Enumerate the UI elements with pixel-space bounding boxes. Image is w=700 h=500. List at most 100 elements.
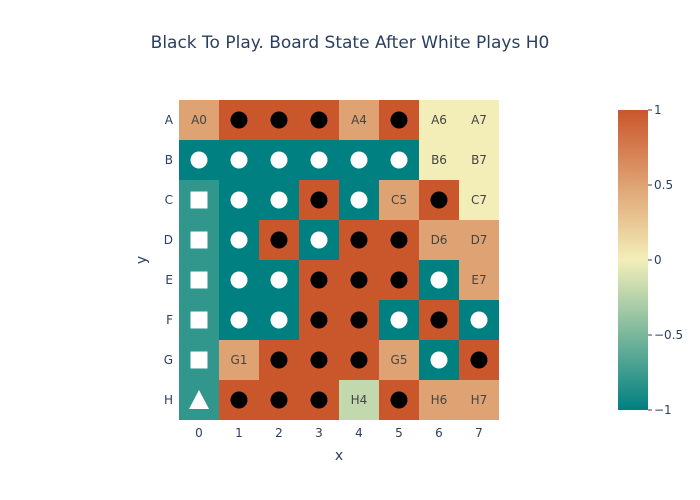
- colorbar-tick-label: 0.5: [654, 178, 673, 192]
- black-stone-E5: [390, 271, 408, 289]
- y-tick-label: E: [165, 273, 173, 287]
- cell-label-B6: B6: [431, 153, 447, 167]
- cell-label-H4: H4: [351, 393, 368, 407]
- cell-H4: [339, 380, 379, 420]
- white-stone-F1: [230, 311, 248, 329]
- y-tick-label: H: [164, 393, 173, 407]
- cell-label-A4: A4: [351, 113, 367, 127]
- cell-B6: [419, 140, 459, 180]
- cell-D6: [419, 220, 459, 260]
- white-stone-F2: [270, 311, 288, 329]
- white-stone-E1: [230, 271, 248, 289]
- y-tick-label: D: [164, 233, 173, 247]
- cell-H6: [419, 380, 459, 420]
- cell-label-A6: A6: [431, 113, 447, 127]
- white-stone-E2: [270, 271, 288, 289]
- white-square-marker-F0: [190, 311, 208, 329]
- black-stone-F3: [310, 311, 328, 329]
- cell-A6: [419, 100, 459, 140]
- cell-label-C5: C5: [391, 193, 407, 207]
- black-stone-F4: [350, 311, 368, 329]
- white-stone-D1: [230, 231, 248, 249]
- cell-C5: [379, 180, 419, 220]
- y-tick-label: B: [165, 153, 173, 167]
- white-square-marker-C0: [190, 191, 208, 209]
- white-stone-E6: [430, 271, 448, 289]
- cell-E7: [459, 260, 499, 300]
- black-stone-E4: [350, 271, 368, 289]
- white-stone-B3: [310, 151, 328, 169]
- black-stone-H5: [390, 391, 408, 409]
- black-stone-G7: [470, 351, 488, 369]
- cell-A4: [339, 100, 379, 140]
- x-axis-title: x: [335, 448, 343, 464]
- y-tick-label: G: [164, 353, 173, 367]
- cell-G1: [219, 340, 259, 380]
- black-stone-H2: [270, 391, 288, 409]
- white-square-marker-G0: [190, 351, 208, 369]
- black-stone-G3: [310, 351, 328, 369]
- x-tick-label: 0: [195, 426, 203, 440]
- colorbar: [618, 110, 648, 410]
- cell-C7: [459, 180, 499, 220]
- cell-label-D7: D7: [471, 233, 488, 247]
- white-square-marker-D0: [190, 231, 208, 249]
- cell-H7: [459, 380, 499, 420]
- cell-label-C7: C7: [471, 193, 487, 207]
- cell-label-G5: G5: [391, 353, 408, 367]
- white-stone-B5: [390, 151, 408, 169]
- colorbar-tick-label: 0: [654, 253, 662, 267]
- black-stone-C6: [430, 191, 448, 209]
- cell-label-G1: G1: [231, 353, 248, 367]
- x-tick-label: 1: [235, 426, 243, 440]
- black-stone-A2: [270, 111, 288, 129]
- black-stone-C3: [310, 191, 328, 209]
- white-stone-C4: [350, 191, 368, 209]
- black-stone-G4: [350, 351, 368, 369]
- white-square-marker-E0: [190, 271, 208, 289]
- black-stone-E3: [310, 271, 328, 289]
- cell-label-A7: A7: [471, 113, 487, 127]
- black-stone-H1: [230, 391, 248, 409]
- black-stone-D5: [390, 231, 408, 249]
- y-tick-label: F: [166, 313, 173, 327]
- black-stone-D2: [270, 231, 288, 249]
- x-tick-label: 5: [395, 426, 403, 440]
- black-stone-A1: [230, 111, 248, 129]
- cell-A0: [179, 100, 219, 140]
- y-tick-label: A: [165, 113, 174, 127]
- black-stone-D4: [350, 231, 368, 249]
- black-stone-H3: [310, 391, 328, 409]
- x-tick-label: 2: [275, 426, 283, 440]
- white-triangle-marker-H0: [189, 390, 209, 409]
- cell-B7: [459, 140, 499, 180]
- colorbar-tick-label: 1: [654, 103, 662, 117]
- cell-G5: [379, 340, 419, 380]
- white-stone-G6: [430, 351, 448, 369]
- chart-title: Black To Play. Board State After White P…: [150, 33, 550, 53]
- x-tick-label: 4: [355, 426, 363, 440]
- white-stone-B2: [270, 151, 288, 169]
- white-stone-C1: [230, 191, 248, 209]
- black-stone-A3: [310, 111, 328, 129]
- cell-label-E7: E7: [471, 273, 486, 287]
- cell-D7: [459, 220, 499, 260]
- white-stone-F7: [470, 311, 488, 329]
- white-stone-D3: [310, 231, 328, 249]
- y-axis-title: y: [134, 256, 150, 264]
- white-stone-B1: [230, 151, 248, 169]
- x-tick-label: 6: [435, 426, 443, 440]
- white-stone-F5: [390, 311, 408, 329]
- y-tick-label: C: [165, 193, 173, 207]
- black-stone-G2: [270, 351, 288, 369]
- cell-label-B7: B7: [471, 153, 487, 167]
- cell-label-D6: D6: [431, 233, 448, 247]
- x-tick-label: 7: [475, 426, 483, 440]
- black-stone-A5: [390, 111, 408, 129]
- x-tick-label: 3: [315, 426, 323, 440]
- white-stone-C2: [270, 191, 288, 209]
- white-stone-B0: [190, 151, 208, 169]
- cell-A7: [459, 100, 499, 140]
